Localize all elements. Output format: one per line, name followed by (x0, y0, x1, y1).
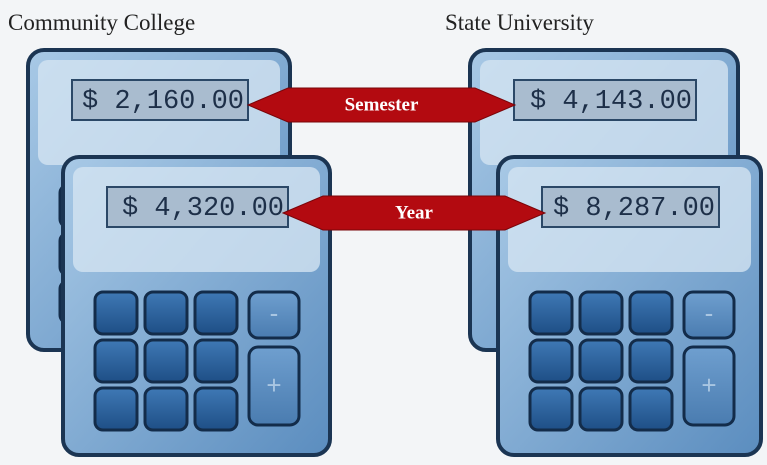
key (580, 340, 622, 382)
key (630, 292, 672, 334)
arrow-label: Semester (345, 94, 419, 115)
key (195, 292, 237, 334)
column-title: Community College (8, 10, 195, 35)
key (630, 340, 672, 382)
calculator: $ 8,287.00 - + (498, 157, 761, 455)
key (530, 340, 572, 382)
key-label: + (266, 370, 281, 400)
key (580, 292, 622, 334)
key-label: - (270, 298, 279, 328)
column-title: State University (445, 10, 594, 35)
key (95, 292, 137, 334)
display-value: $ 4,320.00 (122, 194, 284, 224)
key (195, 388, 237, 430)
key-label: + (701, 370, 716, 400)
key (580, 388, 622, 430)
infographic: Community College State University $ 2,1… (0, 0, 767, 465)
key (95, 388, 137, 430)
key (195, 340, 237, 382)
display-value: $ 8,287.00 (553, 194, 715, 224)
key (145, 388, 187, 430)
key (145, 340, 187, 382)
calculator: $ 4,320.00 - + (63, 157, 330, 455)
key (530, 292, 572, 334)
key-label: - (705, 298, 714, 328)
display-value: $ 2,160.00 (82, 87, 244, 117)
key (145, 292, 187, 334)
key (530, 388, 572, 430)
display-value: $ 4,143.00 (530, 87, 692, 117)
arrow-label: Year (395, 202, 434, 223)
key (95, 340, 137, 382)
key (630, 388, 672, 430)
